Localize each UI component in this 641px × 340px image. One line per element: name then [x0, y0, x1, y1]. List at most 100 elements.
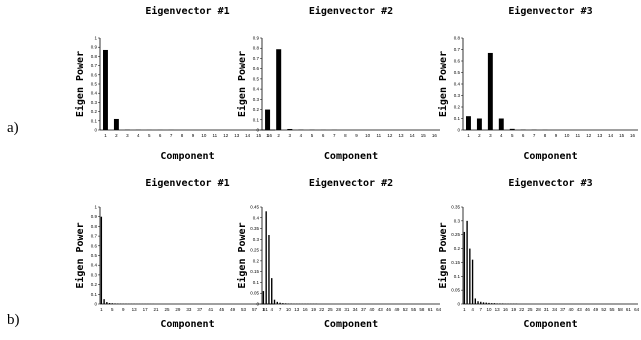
x-tick-label: 4 — [137, 133, 140, 138]
y-tick-label: 0.35 — [451, 205, 460, 210]
x-tick-label: 12 — [387, 133, 393, 138]
x-tick-label: 22 — [319, 307, 325, 312]
chart-title: Eigenvector #2 — [309, 177, 393, 189]
y-tick-label: 0 — [457, 302, 460, 307]
x-tick-label: 40 — [569, 307, 575, 312]
bar — [482, 302, 485, 304]
x-tick-label: 61 — [263, 307, 269, 312]
y-tick-label: 0.1 — [253, 117, 260, 122]
bar — [477, 301, 479, 304]
y-tick-label: 0.2 — [253, 107, 260, 112]
x-tick-label: 58 — [419, 307, 425, 312]
x-tick-label: 13 — [495, 307, 501, 312]
chart-title: Eigenvector #2 — [309, 5, 393, 17]
x-tick-label: 7 — [533, 133, 536, 138]
y-tick-label: 0.4 — [454, 82, 461, 87]
bar — [466, 220, 468, 304]
y-tick-label: 0.4 — [91, 91, 98, 96]
x-tick-label: 19 — [511, 307, 517, 312]
y-tick-label: 0.2 — [91, 282, 98, 287]
x-tick-label: 6 — [522, 133, 525, 138]
x-tick-label: 1 — [266, 133, 269, 138]
x-tick-label: 31 — [544, 307, 550, 312]
x-tick-label: 6 — [159, 133, 162, 138]
bar — [103, 299, 105, 304]
x-tick-label: 12 — [223, 133, 229, 138]
x-tick-label: 11 — [213, 133, 218, 138]
y-tick-label: 0.5 — [91, 253, 98, 258]
x-tick-label: 52 — [601, 307, 607, 312]
bar — [282, 303, 284, 304]
row-label-a: a) — [7, 120, 19, 136]
y-tick-label: 0.8 — [91, 54, 98, 59]
y-tick-label: 0.05 — [250, 291, 259, 296]
x-tick-label: 43 — [378, 307, 384, 312]
y-tick-label: 0.1 — [91, 118, 98, 123]
x-tick-label: 5 — [511, 133, 514, 138]
x-tick-label: 14 — [245, 133, 251, 138]
x-tick-label: 25 — [164, 307, 170, 312]
y-tick-label: 0.8 — [253, 46, 260, 51]
y-tick-label: 0.25 — [451, 232, 460, 237]
y-tick-label: 0.5 — [253, 76, 260, 81]
y-axis-label: Eigen Power — [74, 222, 86, 288]
bar — [276, 301, 278, 304]
bar — [488, 302, 490, 304]
bar — [498, 118, 504, 130]
x-tick-label: 1 — [467, 133, 470, 138]
y-axis-label: Eigen Power — [437, 222, 449, 288]
x-tick-label: 2 — [478, 133, 481, 138]
x-tick-label: 25 — [527, 307, 533, 312]
x-tick-label: 14 — [608, 133, 614, 138]
x-tick-label: 8 — [344, 133, 347, 138]
y-tick-label: 0.2 — [454, 105, 461, 110]
bar — [469, 248, 471, 304]
y-tick-label: 0.1 — [454, 116, 461, 121]
x-tick-label: 15 — [256, 133, 262, 138]
x-tick-label: 16 — [503, 307, 509, 312]
bar — [106, 302, 108, 304]
x-tick-label: 7 — [279, 307, 282, 312]
x-tick-label: 55 — [610, 307, 616, 312]
x-tick-label: 37 — [197, 307, 203, 312]
y-tick-label: 0.7 — [253, 56, 260, 61]
bar — [491, 303, 493, 304]
x-tick-label: 5 — [311, 133, 314, 138]
x-tick-label: 28 — [336, 307, 342, 312]
bar — [496, 303, 498, 304]
y-tick-label: 0.6 — [91, 243, 98, 248]
x-tick-label: 29 — [175, 307, 181, 312]
y-tick-label: 0.4 — [91, 263, 98, 268]
y-tick-label: 0.35 — [250, 226, 259, 231]
y-axis-label: Eigen Power — [236, 51, 248, 117]
x-tick-label: 7 — [333, 133, 336, 138]
y-tick-label: 0 — [256, 302, 259, 307]
bar — [287, 128, 293, 130]
x-tick-label: 25 — [328, 307, 334, 312]
y-tick-label: 0 — [94, 302, 97, 307]
row-label-b: b) — [7, 312, 20, 328]
y-axis-label: Eigen Power — [236, 222, 248, 288]
x-tick-label: 37 — [560, 307, 566, 312]
x-axis-label: Component — [324, 319, 378, 330]
x-tick-label: 17 — [143, 307, 149, 312]
x-axis-label: Component — [523, 151, 577, 162]
bar — [114, 303, 116, 304]
x-tick-label: 13 — [132, 307, 138, 312]
x-tick-label: 37 — [361, 307, 367, 312]
x-axis-label: Component — [160, 319, 214, 330]
x-tick-label: 1 — [104, 133, 107, 138]
y-axis-label: Eigen Power — [74, 51, 86, 117]
x-tick-label: 10 — [564, 133, 570, 138]
x-tick-label: 64 — [634, 307, 640, 312]
x-tick-label: 7 — [480, 307, 483, 312]
y-tick-label: 0.2 — [454, 246, 461, 251]
chart-title: Eigenvector #1 — [145, 177, 229, 189]
y-tick-label: 0.2 — [91, 109, 98, 114]
bar — [463, 231, 466, 304]
y-tick-label: 0.3 — [253, 237, 260, 242]
x-tick-label: 3 — [289, 133, 292, 138]
x-tick-label: 4 — [471, 307, 474, 312]
y-tick-label: 0.3 — [454, 93, 461, 98]
